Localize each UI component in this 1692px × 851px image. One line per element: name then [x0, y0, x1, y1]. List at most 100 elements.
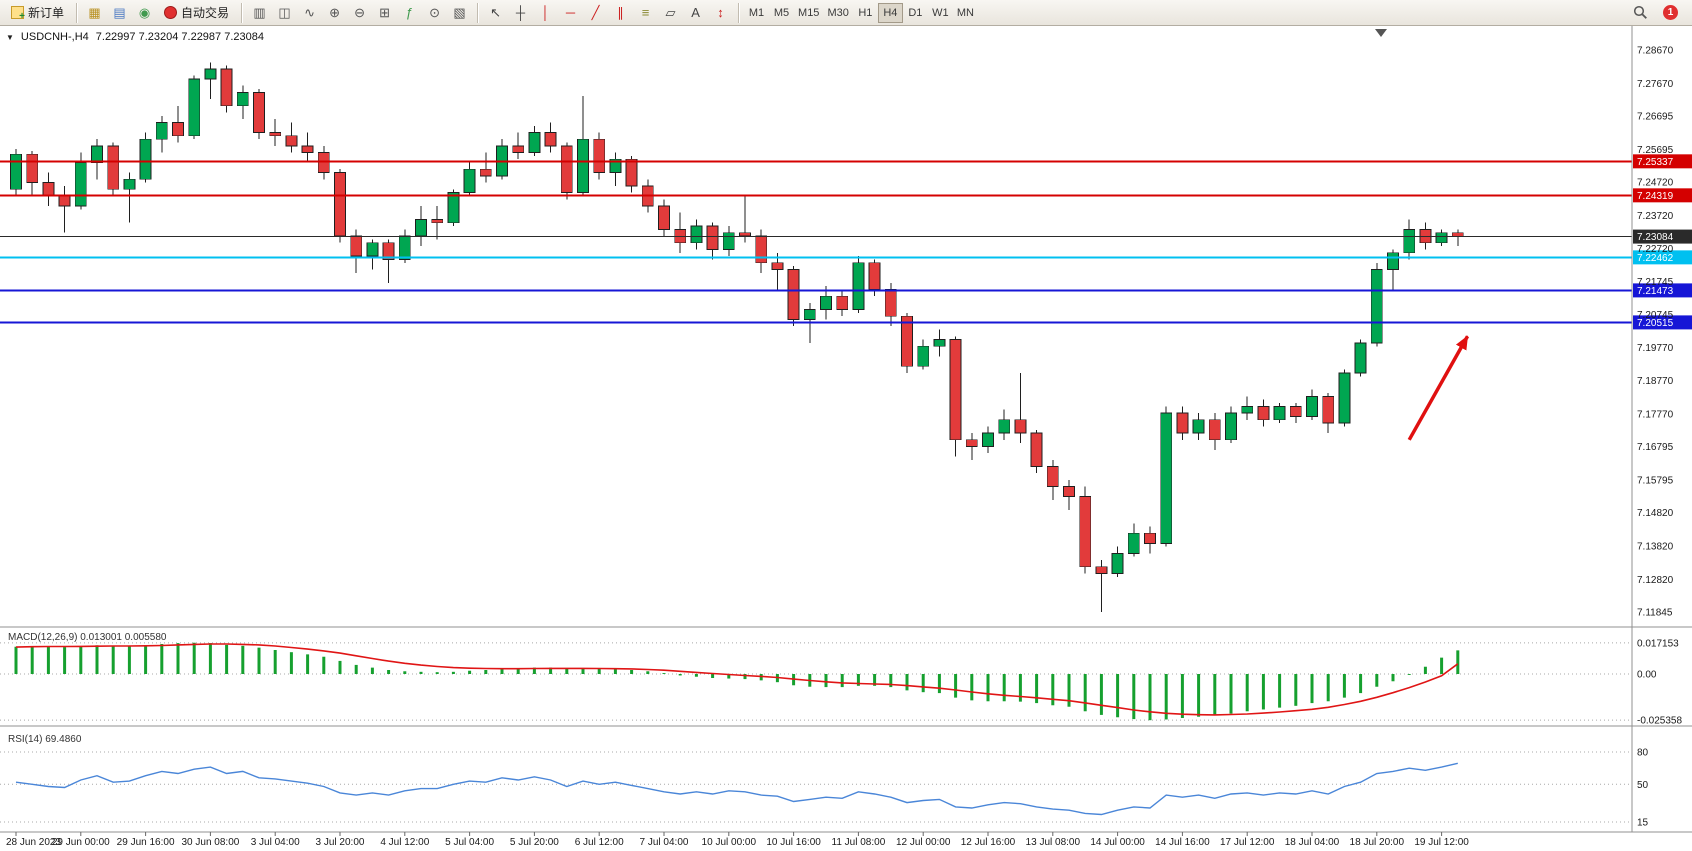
timeframe-m15-button[interactable]: M15	[798, 6, 820, 19]
price-axis-label: 7.25695	[1637, 145, 1674, 156]
macd-title: MACD(12,26,9) 0.013001 0.005580	[8, 632, 167, 643]
candle-down	[26, 153, 39, 184]
periods-icon[interactable]: ⊙	[429, 4, 440, 20]
price-axis-label: 7.23720	[1637, 211, 1674, 222]
time-axis-label: 14 Jul 00:00	[1090, 837, 1145, 848]
toolbar-right-group: 1	[1628, 2, 1678, 24]
new-order-button[interactable]: 新订单	[4, 2, 71, 24]
chart-header: ▼ USDCNH-,H4 7.22997 7.23204 7.22987 7.2…	[6, 31, 264, 43]
time-axis-label: 3 Jul 04:00	[251, 837, 300, 848]
candle-down	[285, 135, 298, 147]
autotrading-button[interactable]: 自动交易	[157, 2, 236, 24]
ohlc-toggle-icon[interactable]: ▼	[6, 32, 14, 42]
candle-down	[868, 262, 881, 290]
fibonacci-icon[interactable]: ≡	[641, 5, 650, 20]
support-line-blue-2-tag	[1633, 315, 1692, 330]
vertical-line-icon[interactable]: │	[541, 5, 550, 20]
toolbar-separator	[241, 2, 243, 23]
candlestick-chart-icon[interactable]: ◫	[278, 4, 291, 20]
timeframe-m30-button[interactable]: M30	[827, 6, 849, 19]
candle-down	[739, 232, 751, 237]
candle-down	[674, 228, 687, 244]
time-axis-label: 6 Jul 12:00	[575, 837, 624, 848]
candle-down	[1419, 228, 1432, 244]
candle-down	[949, 339, 962, 441]
candle-up	[982, 432, 994, 447]
candle-down	[1322, 395, 1335, 424]
macd-axis-label: 0.00	[1637, 670, 1657, 681]
symbol-period-label: USDCNH-,H4	[20, 31, 89, 43]
price-axis-label: 7.14820	[1637, 508, 1674, 519]
candle-up	[447, 192, 460, 224]
candle-up	[1111, 552, 1124, 574]
toolbar-objects-group: ↖ ┼ │ ─ ╱ ∥ ≡ ▱ A ↕	[483, 2, 733, 24]
rsi-axis-label: 15	[1637, 818, 1649, 829]
profiles-icon[interactable]: ▤	[113, 4, 126, 20]
candle-up	[204, 68, 217, 80]
macd-signal-line	[15, 643, 1459, 716]
candle-up	[690, 225, 703, 244]
candle-down	[107, 145, 120, 190]
chart-shift-marker[interactable]	[1375, 29, 1387, 37]
time-axis-label: 5 Jul 20:00	[510, 837, 559, 848]
channel-icon[interactable]: ∥	[617, 4, 624, 20]
toolbar-separator	[477, 2, 479, 23]
shapes-icon[interactable]: ▱	[665, 4, 676, 20]
horizontal-line-icon[interactable]: ─	[565, 5, 576, 20]
toolbar-separator	[738, 2, 740, 23]
candle-up	[123, 178, 136, 190]
candle-down	[42, 182, 55, 197]
price-axis-label: 7.28670	[1637, 46, 1674, 57]
cursor-icon[interactable]: ↖	[490, 4, 501, 20]
candle-down	[317, 152, 330, 173]
candle-down	[1257, 406, 1270, 421]
timeframe-d1-button[interactable]: D1	[908, 6, 923, 19]
price-axis-label: 7.11845	[1637, 608, 1673, 619]
crosshair-icon[interactable]: ┼	[515, 5, 526, 20]
arrows-icon[interactable]: ↕	[717, 5, 724, 20]
timeframe-h1-button[interactable]: H1	[858, 6, 873, 19]
timeframe-h4-button[interactable]: H4	[877, 2, 903, 23]
candle-up	[1225, 412, 1237, 441]
candle-up	[366, 242, 379, 257]
toolbar-separator	[76, 2, 78, 23]
search-icon[interactable]	[1628, 2, 1653, 24]
bar-chart-icon[interactable]: ▥	[253, 4, 266, 20]
price-axis[interactable]: 7.28670 7.27670 7.26695 7.25695 7.24720 7.237…	[1637, 46, 1682, 829]
trendline-icon[interactable]: ╱	[591, 4, 600, 20]
candle-down	[901, 315, 913, 367]
indicators-icon[interactable]: ƒ	[405, 5, 414, 20]
templates-icon[interactable]: ▧	[453, 4, 466, 20]
time-axis-label: 10 Jul 00:00	[702, 837, 757, 848]
notification-badge[interactable]: 1	[1663, 5, 1678, 20]
candle-up	[1435, 232, 1448, 244]
resistance-line-2-tag-label: 7.24319	[1637, 191, 1674, 202]
price-axis-label: 7.16795	[1637, 442, 1674, 453]
zoom-in-icon[interactable]: ⊕	[329, 4, 340, 20]
timeframe-m1-button[interactable]: M1	[748, 6, 765, 19]
tile-windows-icon[interactable]: ⊞	[379, 4, 390, 20]
zoom-out-icon[interactable]: ⊖	[354, 4, 365, 20]
refresh-icon[interactable]: ◉	[138, 4, 151, 20]
candle-down	[625, 158, 638, 187]
price-axis-label: 7.21745	[1637, 277, 1674, 288]
line-chart-icon[interactable]: ∿	[304, 4, 315, 20]
candle-up	[609, 158, 622, 173]
candle-down	[1208, 419, 1221, 441]
timeframe-w1-button[interactable]: W1	[932, 6, 949, 19]
charts-icon[interactable]: ▦	[88, 4, 101, 20]
candle-down	[1176, 412, 1189, 434]
candle-down	[1144, 532, 1156, 544]
rsi-axis-label: 80	[1637, 748, 1649, 759]
candle-up	[998, 419, 1011, 434]
bid-price-line-tag-label: 7.23084	[1637, 232, 1674, 243]
timeframe-m5-button[interactable]: M5	[773, 6, 790, 19]
text-icon[interactable]: A	[691, 5, 700, 20]
timeframe-mn-button[interactable]: MN	[956, 6, 974, 19]
candle-down	[1289, 406, 1302, 417]
candle-down	[593, 138, 606, 173]
candle-up	[1338, 372, 1351, 424]
arrow-annotation[interactable]	[1407, 335, 1470, 441]
